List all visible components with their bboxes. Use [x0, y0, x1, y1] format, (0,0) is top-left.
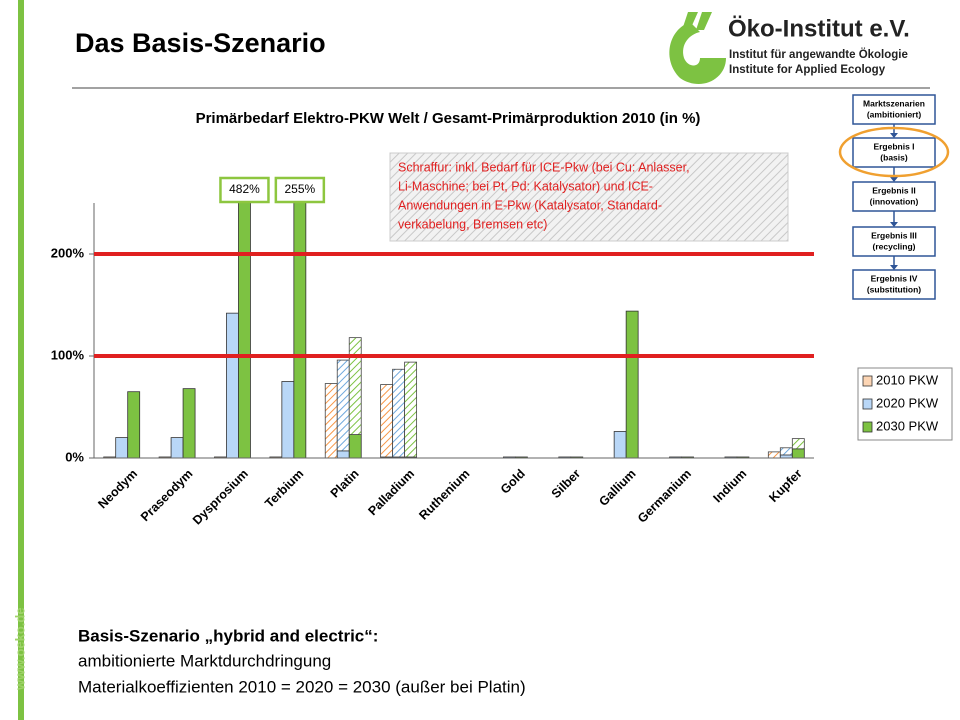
legend-swatch — [862, 375, 873, 387]
slide-title: Das Basis-Szenario — [75, 28, 326, 58]
legend-label: 2030 PKW — [876, 418, 939, 433]
bar-hatched — [392, 368, 406, 458]
flowchart: Marktszenarien(ambitioniert) Ergebnis I(b… — [838, 94, 950, 300]
chart: Schraffur: inkl. Bedarf für ICE-Pkw (bei… — [51, 152, 953, 528]
flow-node — [852, 269, 936, 300]
flow-arrowhead — [890, 133, 898, 138]
flow-title: Ergebnis I — [873, 141, 914, 151]
x-tick-label: Germanium — [635, 467, 694, 526]
x-tick-label: Gallium — [596, 467, 638, 509]
x-tick-label: Indium — [711, 467, 750, 506]
y-tick-label: 0% — [65, 449, 84, 464]
flow-title: Marktszenarien — [863, 98, 925, 108]
flow-node — [852, 137, 936, 168]
value-label-box — [219, 176, 270, 204]
bar-hatched — [767, 451, 781, 459]
x-tick-label: Gold — [498, 467, 528, 497]
flow-arrowhead — [890, 177, 898, 182]
bar-hatched — [336, 359, 350, 452]
bar-hatched — [380, 384, 394, 458]
legend-label: 2020 PKW — [876, 395, 939, 410]
bar — [170, 437, 184, 459]
flow-sub: (ambitioniert) — [867, 109, 921, 119]
x-tick-label: Neodym — [95, 467, 140, 512]
note-text: verkabelung, Bremsen etc) — [398, 217, 547, 231]
x-tick-label: Terbium — [262, 467, 306, 511]
bar — [336, 450, 350, 459]
note-text: Schraffur: inkl. Bedarf für ICE-Pkw (bei… — [398, 160, 690, 174]
flow-title: Ergebnis III — [871, 230, 917, 240]
bar — [613, 431, 627, 459]
bar — [226, 312, 239, 459]
logo: Öko-Institut e.V. Institut für angewandt… — [669, 12, 910, 85]
flow-sub: (basis) — [880, 152, 908, 162]
x-tick-label: Praseodym — [138, 467, 196, 525]
bar — [238, 203, 251, 459]
x-tick-label: Dysprosium — [190, 467, 251, 528]
note-text: Li-Maschine; bei Pt, Pd: Katalysator) un… — [398, 179, 653, 193]
value-label: 255% — [284, 182, 315, 196]
bar-hatched — [348, 337, 362, 435]
x-tick-label: Kupfer — [766, 466, 804, 504]
logo-line: Institute for Applied Ecology — [729, 64, 886, 76]
legend-swatch — [862, 421, 873, 433]
note-text: Anwendungen in E-Pkw (Katalysator, Stand… — [398, 198, 662, 212]
bar-hatched — [791, 438, 805, 450]
x-tick-label: Palladium — [365, 467, 417, 519]
bar-hatched — [404, 361, 418, 458]
y-tick-label: 200% — [51, 245, 85, 260]
side-bar — [18, 0, 24, 720]
bar — [293, 203, 307, 459]
bar — [182, 388, 196, 459]
note-box — [389, 152, 789, 242]
flow-arrowhead — [890, 222, 898, 227]
flow-sub: (substitution) — [867, 284, 921, 294]
value-label: 482% — [229, 182, 260, 196]
bar-hatched — [324, 383, 338, 459]
x-tick-label: Silber — [549, 466, 584, 501]
bar — [281, 381, 295, 459]
bar — [791, 448, 805, 459]
chart-title: Primärbedarf Elektro-PKW Welt / Gesamt-P… — [196, 110, 701, 127]
flow-sub: (recycling) — [873, 241, 916, 251]
x-tick-label: Platin — [328, 467, 362, 501]
flow-sub: (innovation) — [870, 196, 919, 206]
value-label-box — [274, 176, 326, 204]
bar-hatched — [779, 447, 793, 456]
flow-arrowhead — [890, 265, 898, 270]
bar — [348, 434, 362, 459]
url: www.oeko.de — [12, 607, 27, 691]
bar — [127, 391, 141, 459]
logo-name: Öko-Institut e.V. — [728, 15, 910, 42]
y-tick-label: 100% — [51, 347, 85, 362]
flow-highlight — [838, 126, 950, 178]
footer-line: Basis-Szenario „hybrid and electric“: — [78, 626, 378, 645]
flow-title: Ergebnis II — [872, 185, 915, 195]
bar — [625, 310, 639, 459]
footer-line: ambitionierte Marktdurchdringung — [78, 651, 331, 670]
footer-line: Materialkoeffizienten 2010 = 2020 = 2030… — [78, 677, 526, 696]
bar — [115, 437, 129, 459]
logo-line: Institut für angewandte Ökologie — [729, 48, 908, 61]
flow-title: Ergebnis IV — [871, 273, 918, 283]
bars — [103, 203, 805, 459]
x-tick-label: Ruthenium — [416, 467, 472, 523]
legend-swatch — [862, 398, 873, 410]
legend-label: 2010 PKW — [876, 372, 939, 387]
legend-box — [857, 367, 953, 441]
